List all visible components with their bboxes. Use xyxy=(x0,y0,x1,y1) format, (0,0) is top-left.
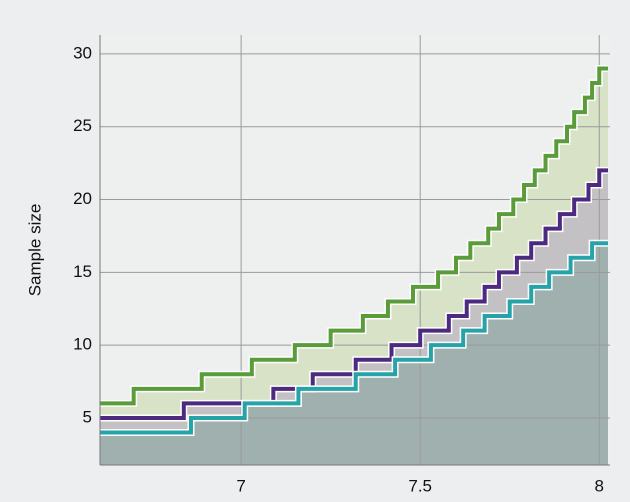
step-line xyxy=(100,168,608,420)
y-axis-label: Sample size xyxy=(25,204,44,297)
y-tick-label: 10 xyxy=(73,335,92,354)
y-tick-label: 15 xyxy=(73,262,92,281)
y-tick-label: 30 xyxy=(73,43,92,62)
y-tick-label: 25 xyxy=(73,116,92,135)
x-tick-label: 7 xyxy=(236,476,245,495)
x-tick-label: 8 xyxy=(595,476,604,495)
y-tick-label: 5 xyxy=(83,407,92,426)
step-line xyxy=(100,241,608,435)
step-area xyxy=(100,243,608,465)
step-line xyxy=(100,66,608,406)
y-tick-label: 20 xyxy=(73,189,92,208)
x-tick-label: 7.5 xyxy=(408,476,432,495)
